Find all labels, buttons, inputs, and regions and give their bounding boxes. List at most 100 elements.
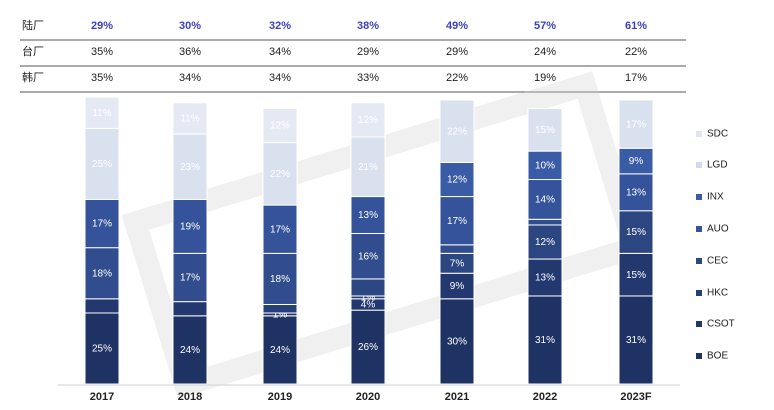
bar-segment (172, 315, 208, 385)
bar-value-label: 18% (92, 268, 112, 279)
table-cell: 34% (269, 72, 291, 84)
bar-segment (439, 244, 475, 254)
bar-segment (439, 196, 475, 246)
legend-swatch (696, 353, 702, 359)
bar-value-label: 12% (447, 175, 467, 186)
bar-value-label: 17% (447, 216, 467, 227)
bar-segment (527, 224, 563, 260)
bar-value-label: 25% (92, 159, 112, 170)
bar-segment (350, 278, 386, 297)
x-tick-label: 2023F (620, 391, 651, 403)
bar-segment (618, 99, 654, 149)
bar-segment (618, 252, 654, 297)
legend-swatch (696, 194, 702, 200)
table-row-label: 陆厂 (22, 18, 44, 32)
bar-segment (527, 258, 563, 297)
legend-swatch (696, 258, 702, 264)
legend-swatch (696, 131, 702, 137)
bar-value-label: 18% (270, 274, 290, 285)
bar-segment (262, 315, 298, 385)
x-tick-label: 2017 (90, 391, 114, 403)
bar-value-label: 10% (535, 160, 555, 171)
table-cell: 24% (534, 46, 556, 58)
legend-label: CEC (707, 256, 728, 267)
bar-segment (439, 161, 475, 198)
table-cell: 17% (625, 72, 647, 84)
legend-label: CSOT (707, 319, 735, 330)
bar-segment (172, 198, 208, 254)
table-cell: 35% (91, 46, 113, 58)
table-cell: 34% (269, 46, 291, 58)
bar-segment (527, 150, 563, 181)
table-cell: 35% (91, 72, 113, 84)
legend-label: AUO (707, 224, 729, 235)
bar-value-label: 13% (626, 187, 646, 198)
table-cell: 36% (179, 46, 201, 58)
bar-value-label: 12% (535, 237, 555, 248)
table-cell: 30% (179, 20, 201, 32)
bar-value-label: 13% (535, 273, 555, 284)
bar-segment (84, 312, 120, 385)
table-cell: 49% (446, 20, 468, 32)
legend-swatch (696, 290, 702, 296)
bar-segment (618, 147, 654, 175)
bar-segment (172, 133, 208, 200)
bar-value-label: 13% (358, 210, 378, 221)
bar-segment (84, 198, 120, 249)
bar-value-label: 25% (92, 344, 112, 355)
bar-segment (172, 301, 208, 317)
x-tick-label: 2019 (268, 391, 292, 403)
bar-value-label: 1% (361, 293, 376, 304)
bar-segment (439, 99, 475, 163)
bar-value-label: 16% (358, 251, 378, 262)
table-cell: 32% (269, 20, 291, 32)
bar-value-label: 17% (180, 273, 200, 284)
bar-segment (262, 252, 298, 305)
bar-value-label: 31% (535, 335, 555, 346)
bar-value-label: 15% (626, 227, 646, 238)
bar-segment (172, 102, 208, 135)
x-tick-label: 2018 (178, 391, 202, 403)
x-tick-label: 2020 (356, 391, 380, 403)
bar-segment (439, 298, 475, 385)
table-cell: 29% (91, 20, 113, 32)
bar-value-label: 22% (447, 126, 467, 137)
bar-value-label: 1% (273, 310, 288, 321)
bar-value-label: 22% (270, 169, 290, 180)
bar-value-label: 17% (92, 219, 112, 230)
table-cell: 19% (534, 72, 556, 84)
bar-value-label: 12% (358, 115, 378, 126)
bar-value-label: 14% (535, 195, 555, 206)
bar-segment (84, 96, 120, 129)
table-cell: 29% (357, 46, 379, 58)
table-cell: 22% (446, 72, 468, 84)
bar-segment (350, 309, 386, 385)
bar-segment (350, 102, 386, 138)
bar-value-label: 23% (180, 162, 200, 173)
legend-label: HKC (707, 288, 728, 299)
bar-segment (527, 218, 563, 226)
legend-label: INX (707, 192, 724, 203)
legend-swatch (696, 162, 702, 168)
x-tick-label: 2022 (533, 391, 557, 403)
table-cell: 33% (357, 72, 379, 84)
bar-value-label: 15% (626, 270, 646, 281)
table-cell: 22% (625, 46, 647, 58)
bar-value-label: 7% (450, 258, 465, 269)
bar-segment (172, 252, 208, 303)
bar-value-label: 26% (358, 342, 378, 353)
bar-value-label: 9% (629, 156, 644, 167)
bar-value-label: 9% (450, 281, 465, 292)
bar-value-label: 31% (626, 335, 646, 346)
bar-value-label: 4% (361, 300, 376, 311)
bar-value-label: 11% (92, 108, 111, 119)
table-cell: 38% (357, 20, 379, 32)
bar-value-label: 17% (626, 119, 646, 130)
bar-segment (527, 295, 563, 385)
bar-value-label: 21% (358, 162, 378, 173)
bar-segment (527, 108, 563, 152)
bar-segment (350, 136, 386, 198)
legend-label: LGD (707, 160, 728, 171)
bar-value-label: 17% (270, 224, 290, 235)
